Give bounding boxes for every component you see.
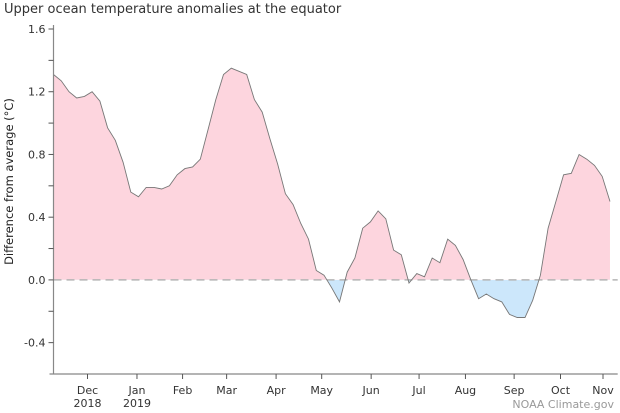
x-tick-label: Jan xyxy=(127,384,145,397)
data-point xyxy=(207,128,209,130)
data-point xyxy=(400,254,402,256)
x-tick-label: Nov xyxy=(592,384,614,397)
data-point xyxy=(508,313,510,315)
y-tick-label: 0.0 xyxy=(28,274,46,287)
data-point xyxy=(593,164,595,166)
data-point xyxy=(431,257,433,259)
data-point xyxy=(470,279,472,281)
data-point xyxy=(253,98,255,100)
data-point xyxy=(385,218,387,220)
data-point xyxy=(269,138,271,140)
data-point xyxy=(276,163,278,165)
data-point xyxy=(501,301,503,303)
data-point xyxy=(493,298,495,300)
data-point xyxy=(609,200,611,202)
data-point xyxy=(292,203,294,205)
data-point xyxy=(199,158,201,160)
positive-anomaly-area xyxy=(53,68,610,280)
data-point xyxy=(516,316,518,318)
data-point xyxy=(161,188,163,190)
y-tick-label: 1.2 xyxy=(28,86,46,99)
y-tick-label: 0.8 xyxy=(28,148,46,161)
data-point xyxy=(323,274,325,276)
x-tick-label: Mar xyxy=(216,384,237,397)
data-point xyxy=(315,269,317,271)
x-tick-label: Apr xyxy=(267,384,287,397)
y-tick-label: 0.4 xyxy=(28,211,46,224)
data-point xyxy=(331,287,333,289)
data-point xyxy=(246,73,248,75)
y-tick-label: -0.4 xyxy=(24,337,45,350)
data-point xyxy=(191,166,193,168)
data-point xyxy=(377,210,379,212)
data-point xyxy=(222,73,224,75)
data-point xyxy=(477,298,479,300)
data-point xyxy=(60,80,62,82)
x-tick-label: Dec xyxy=(77,384,98,397)
data-point xyxy=(578,153,580,155)
data-point xyxy=(361,227,363,229)
data-point xyxy=(338,301,340,303)
data-point xyxy=(230,67,232,69)
data-point xyxy=(416,272,418,274)
data-point xyxy=(539,274,541,276)
data-point xyxy=(446,238,448,240)
data-point xyxy=(439,261,441,263)
data-point xyxy=(99,100,101,102)
data-point xyxy=(145,186,147,188)
data-point xyxy=(168,185,170,187)
y-axis-title: Difference from average (°C) xyxy=(2,98,16,265)
data-point xyxy=(122,161,124,163)
data-point xyxy=(423,276,425,278)
data-point xyxy=(524,316,526,318)
data-point xyxy=(369,221,371,223)
data-point xyxy=(184,167,186,169)
data-point xyxy=(462,258,464,260)
x-tick-year-label: 2019 xyxy=(123,397,151,410)
negative-anomaly-area xyxy=(326,279,539,318)
data-point xyxy=(114,139,116,141)
chart-title: Upper ocean temperature anomalies at the… xyxy=(4,2,342,17)
data-point xyxy=(570,172,572,174)
data-point xyxy=(307,238,309,240)
x-tick-label: Jul xyxy=(411,384,425,397)
data-point xyxy=(284,192,286,194)
data-point xyxy=(354,257,356,259)
x-tick-label: Oct xyxy=(551,384,571,397)
data-point xyxy=(555,200,557,202)
data-point xyxy=(601,175,603,177)
data-point xyxy=(106,127,108,129)
data-point xyxy=(83,95,85,97)
data-point xyxy=(454,244,456,246)
data-point xyxy=(261,111,263,113)
data-point xyxy=(75,97,77,99)
x-tick-label: May xyxy=(310,384,333,397)
data-point xyxy=(346,271,348,273)
data-point xyxy=(531,299,533,301)
x-tick-label: Jun xyxy=(362,384,380,397)
data-point xyxy=(547,227,549,229)
data-point xyxy=(586,158,588,160)
x-tick-label: Aug xyxy=(455,384,476,397)
x-tick-year-label: 2018 xyxy=(74,397,102,410)
data-point xyxy=(130,191,132,193)
data-point xyxy=(485,293,487,295)
data-point xyxy=(91,91,93,93)
data-point xyxy=(68,91,70,93)
data-point xyxy=(153,186,155,188)
anomaly-line xyxy=(53,67,611,318)
credit-label: NOAA Climate.gov xyxy=(512,398,614,411)
data-point xyxy=(215,98,217,100)
data-point xyxy=(137,196,139,198)
data-point xyxy=(238,70,240,72)
x-tick-label: Sep xyxy=(504,384,525,397)
data-point xyxy=(300,222,302,224)
y-tick-label: 1.6 xyxy=(28,23,46,36)
data-point xyxy=(562,174,564,176)
data-point xyxy=(176,174,178,176)
data-point xyxy=(408,282,410,284)
data-point xyxy=(392,249,394,251)
x-tick-label: Feb xyxy=(173,384,192,397)
